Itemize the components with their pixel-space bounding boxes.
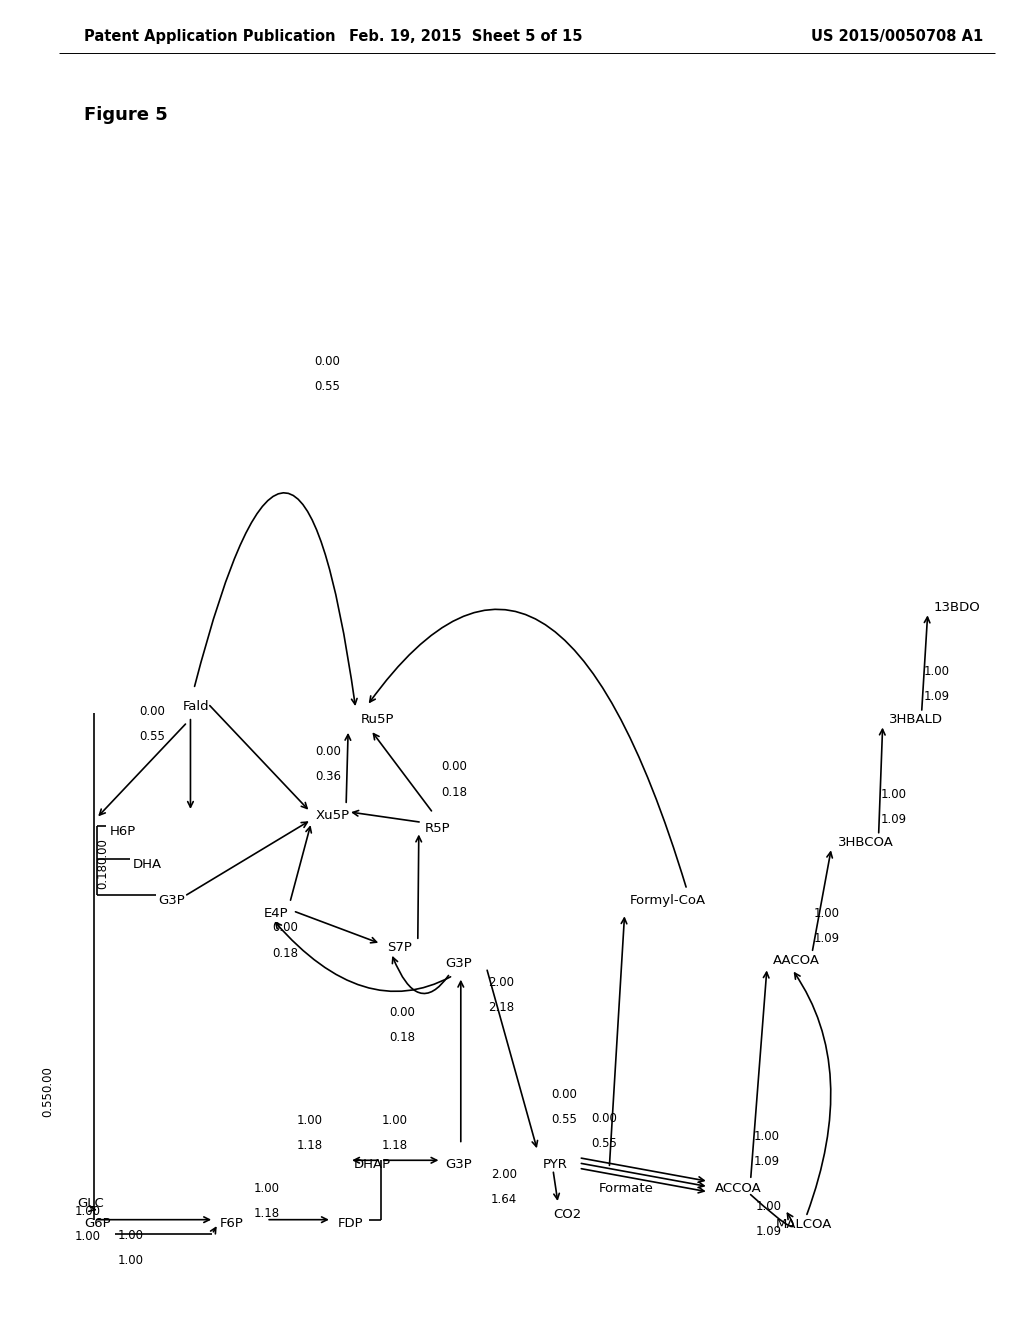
Text: 0.00: 0.00: [591, 1111, 616, 1125]
Text: 1.09: 1.09: [881, 813, 907, 826]
Text: FDP: FDP: [338, 1217, 364, 1230]
Text: Figure 5: Figure 5: [84, 106, 168, 124]
Text: 13BDO: 13BDO: [934, 601, 981, 614]
Text: G6P: G6P: [84, 1217, 111, 1230]
FancyArrowPatch shape: [370, 610, 686, 887]
Text: Feb. 19, 2015  Sheet 5 of 15: Feb. 19, 2015 Sheet 5 of 15: [349, 29, 583, 44]
Text: ACCOA: ACCOA: [715, 1181, 762, 1195]
Text: AACOA: AACOA: [773, 954, 820, 968]
Text: F6P: F6P: [220, 1217, 244, 1230]
Text: MALCOA: MALCOA: [776, 1218, 833, 1232]
Text: PYR: PYR: [543, 1158, 567, 1171]
Text: 2.00: 2.00: [492, 1168, 517, 1181]
Text: 1.00: 1.00: [382, 1114, 408, 1127]
Text: 1.09: 1.09: [814, 932, 841, 945]
Text: 1.18: 1.18: [254, 1206, 281, 1220]
FancyArrowPatch shape: [392, 957, 449, 994]
Text: 1.09: 1.09: [924, 690, 950, 704]
Text: 0.00: 0.00: [272, 921, 298, 935]
Text: 1.00: 1.00: [75, 1230, 100, 1243]
Text: Formyl-CoA: Formyl-CoA: [630, 894, 706, 907]
Text: DHAP: DHAP: [353, 1158, 390, 1171]
Text: 1.09: 1.09: [754, 1155, 780, 1168]
Text: R5P: R5P: [425, 822, 451, 836]
Text: 1.00: 1.00: [754, 1130, 779, 1143]
Text: 1.00: 1.00: [297, 1114, 323, 1127]
Text: 0.00: 0.00: [315, 744, 341, 758]
Text: 3HBALD: 3HBALD: [889, 713, 943, 726]
Text: US 2015/0050708 A1: US 2015/0050708 A1: [811, 29, 983, 44]
Text: Ru5P: Ru5P: [360, 713, 394, 726]
Text: 1.18: 1.18: [297, 1139, 324, 1152]
Text: G3P: G3P: [445, 1158, 472, 1171]
Text: 1.00: 1.00: [924, 665, 949, 678]
Text: 0.00: 0.00: [441, 760, 467, 774]
Text: 0.55: 0.55: [314, 380, 341, 393]
Text: 1.00: 1.00: [814, 907, 840, 920]
Text: 0.00: 0.00: [314, 355, 341, 368]
FancyArrowPatch shape: [275, 923, 451, 991]
Text: 0.18: 0.18: [389, 1031, 415, 1044]
Text: 0.00: 0.00: [551, 1088, 577, 1101]
Text: G3P: G3P: [159, 894, 185, 907]
Text: 0.55: 0.55: [591, 1137, 616, 1150]
Text: H6P: H6P: [110, 825, 136, 838]
Text: E4P: E4P: [264, 907, 289, 920]
Text: 1.64: 1.64: [490, 1193, 517, 1206]
Text: 2.00: 2.00: [488, 975, 514, 989]
FancyArrowPatch shape: [195, 492, 357, 705]
Text: S7P: S7P: [387, 941, 412, 954]
Text: 1.00: 1.00: [254, 1181, 280, 1195]
Text: 3HBCOA: 3HBCOA: [838, 836, 894, 849]
Text: 2.18: 2.18: [488, 1001, 515, 1014]
Text: 0.00: 0.00: [96, 838, 109, 865]
Text: 1.18: 1.18: [382, 1139, 409, 1152]
Text: 0.55: 0.55: [139, 730, 165, 743]
Text: 0.00: 0.00: [389, 1006, 415, 1019]
Text: 1.00: 1.00: [75, 1205, 100, 1218]
Text: 0.00: 0.00: [139, 705, 165, 718]
Text: 1.00: 1.00: [118, 1229, 143, 1242]
Text: 0.55: 0.55: [42, 1092, 54, 1117]
Text: Fald: Fald: [182, 700, 209, 713]
Text: GLC: GLC: [77, 1197, 103, 1210]
Text: 0.18: 0.18: [441, 785, 467, 799]
Text: 0.00: 0.00: [42, 1067, 54, 1092]
Text: 0.18: 0.18: [96, 863, 109, 890]
FancyArrowPatch shape: [795, 973, 830, 1214]
Text: CO2: CO2: [553, 1208, 582, 1221]
Text: Formate: Formate: [599, 1181, 654, 1195]
FancyArrowPatch shape: [751, 1195, 794, 1226]
Text: DHA: DHA: [133, 858, 162, 871]
Text: 0.36: 0.36: [315, 770, 341, 783]
Text: 1.00: 1.00: [118, 1254, 143, 1267]
Text: 1.00: 1.00: [756, 1200, 781, 1213]
Text: 0.55: 0.55: [551, 1113, 577, 1126]
Text: 1.00: 1.00: [881, 788, 906, 801]
Text: Patent Application Publication: Patent Application Publication: [84, 29, 336, 44]
Text: 1.09: 1.09: [756, 1225, 782, 1238]
Text: 0.18: 0.18: [272, 946, 298, 960]
Text: Xu5P: Xu5P: [315, 809, 349, 822]
Text: G3P: G3P: [445, 957, 472, 970]
